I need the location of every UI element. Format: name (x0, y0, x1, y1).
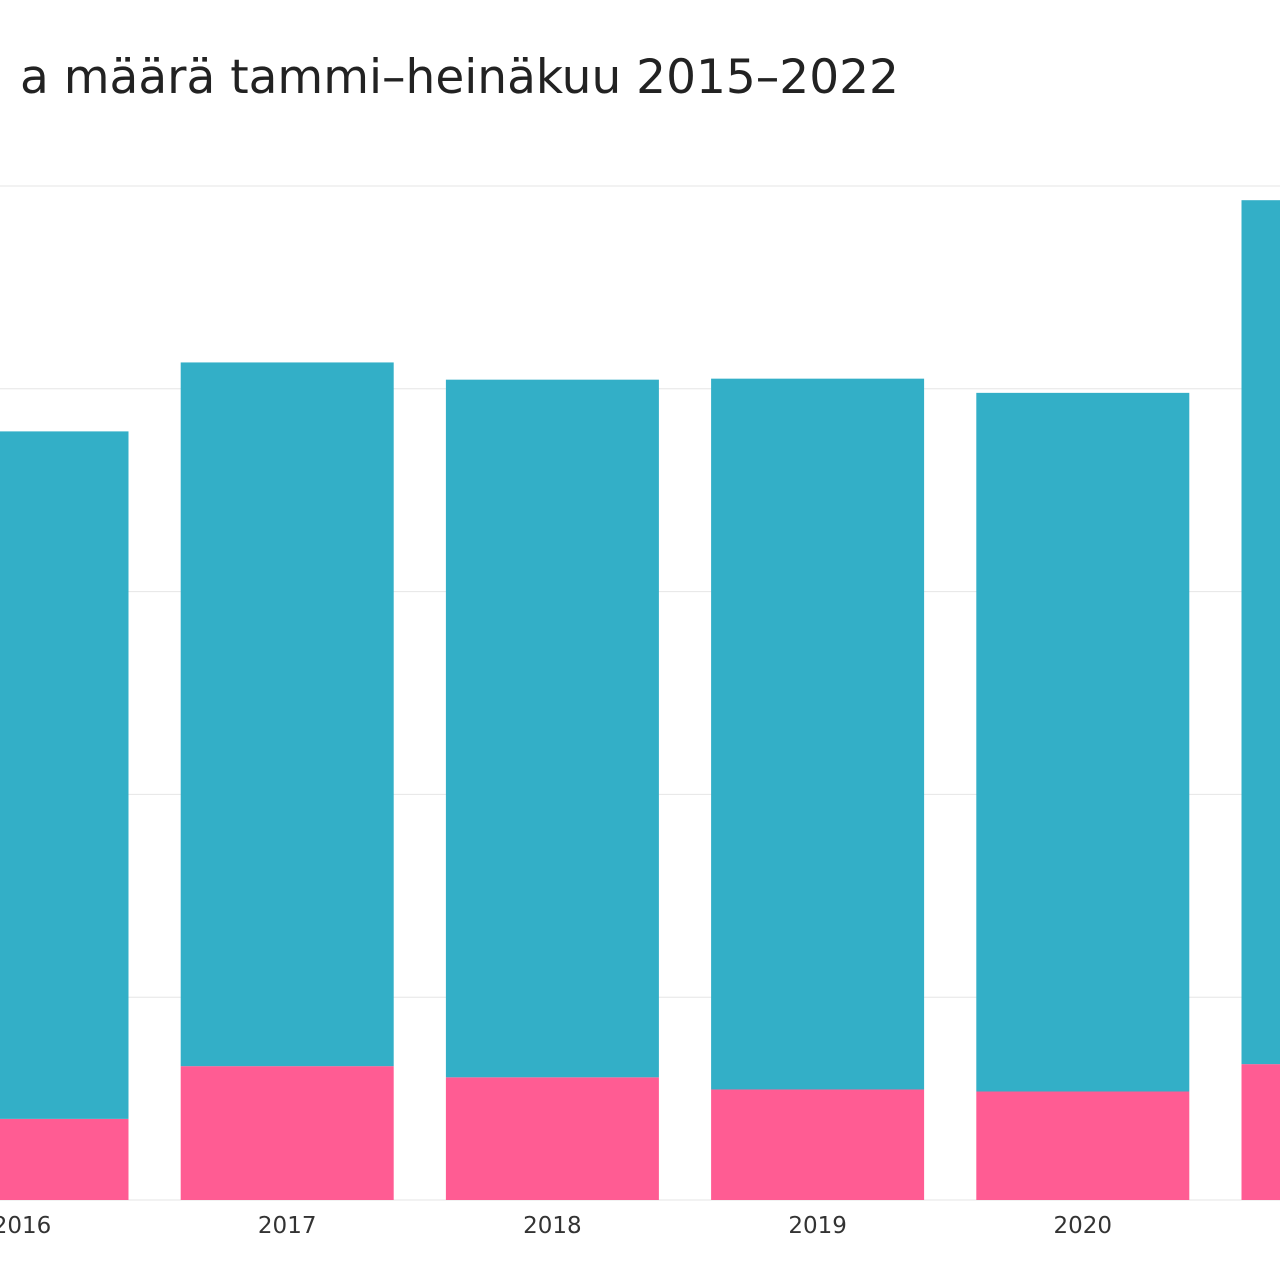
bar-2016-segment-2 (0, 431, 129, 1119)
bar-2020-segment-2 (976, 392, 1190, 1092)
bar-2016-segment-1 (0, 1118, 129, 1200)
bar-2019-segment-1 (711, 1089, 925, 1200)
bar-2019-segment-2 (711, 378, 925, 1090)
bars (0, 200, 1280, 1200)
bar-2021-segment-1 (1241, 1064, 1280, 1200)
x-tick-label: 2020 (1054, 1213, 1113, 1239)
bar-2018-segment-1 (445, 1077, 659, 1200)
x-tick-label: 2019 (788, 1213, 847, 1239)
x-tick-label: 2017 (258, 1213, 317, 1239)
bar-2017-segment-2 (180, 362, 394, 1067)
x-tick-label: 2018 (523, 1213, 582, 1239)
bar-2018-segment-2 (445, 379, 659, 1078)
bar-2017-segment-1 (180, 1066, 394, 1200)
x-axis-ticks: 201620172018201920202021 (0, 1213, 1113, 1239)
chart-title: a määrä tammi–heinäkuu 2015–2022 (20, 50, 899, 105)
bar-2021-segment-2 (1241, 200, 1280, 1065)
bar-2020-segment-1 (976, 1091, 1190, 1200)
x-tick-label: 2016 (0, 1213, 51, 1239)
